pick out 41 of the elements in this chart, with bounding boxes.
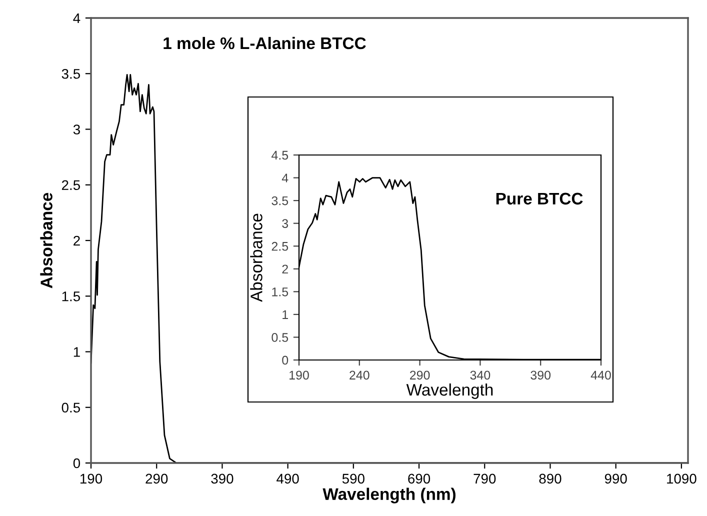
y-tick-label: 3	[73, 124, 80, 134]
y-tick-label: 1.5	[62, 292, 80, 302]
y-tick-label: 0	[73, 458, 80, 468]
x-tick-label: 390	[530, 370, 551, 380]
y-axis-title: Absorbance	[250, 214, 262, 302]
x-tick-label: 590	[342, 474, 364, 484]
y-axis-title: Absorbance	[40, 192, 52, 288]
x-tick-label: 390	[211, 474, 234, 484]
y-tick-label: 0.5	[272, 333, 288, 342]
x-tick-label: 1090	[667, 474, 696, 484]
y-tick-label: 3.5	[62, 68, 80, 79]
y-tick-label: 4	[73, 13, 80, 24]
y-tick-label: 1	[74, 347, 80, 357]
y-tick-label: 0	[282, 356, 288, 365]
y-tick-label: 2.5	[62, 180, 80, 190]
text: 1 mole % L-Alanine BTCC	[164, 36, 366, 50]
x-tick-label: 440	[590, 370, 611, 380]
y-tick-label: 2	[74, 236, 80, 246]
x-tick-label: 240	[350, 370, 370, 380]
y-tick-label: 2	[282, 264, 288, 274]
x-tick-label: 290	[146, 474, 168, 484]
y-tick-label: 0.5	[62, 402, 80, 413]
x-tick-label: 690	[408, 474, 430, 484]
x-tick-label: 290	[410, 370, 430, 380]
x-tick-label: 990	[604, 474, 627, 484]
y-tick-label: 2.5	[272, 242, 288, 251]
x-axis-title: Wavelength (nm)	[322, 488, 456, 504]
x-tick-label: 890	[539, 474, 562, 484]
x-tick-label: 790	[474, 474, 496, 484]
y-tick-label: 1	[282, 310, 288, 319]
y-tick-label: 4	[282, 174, 288, 182]
x-axis-title: Wavelength	[406, 383, 493, 399]
x-tick-label: 190	[80, 474, 102, 484]
y-tick-label: 4.5	[271, 150, 288, 160]
y-tick-label: 1.5	[272, 288, 288, 296]
y-tick-label: 3.5	[272, 196, 288, 206]
annotation: Pure BTCC	[496, 192, 583, 205]
y-tick-label: 3	[282, 219, 288, 228]
x-tick-label: 490	[276, 474, 299, 484]
x-tick-label: 340	[470, 370, 490, 380]
x-tick-label: 190	[290, 370, 309, 380]
